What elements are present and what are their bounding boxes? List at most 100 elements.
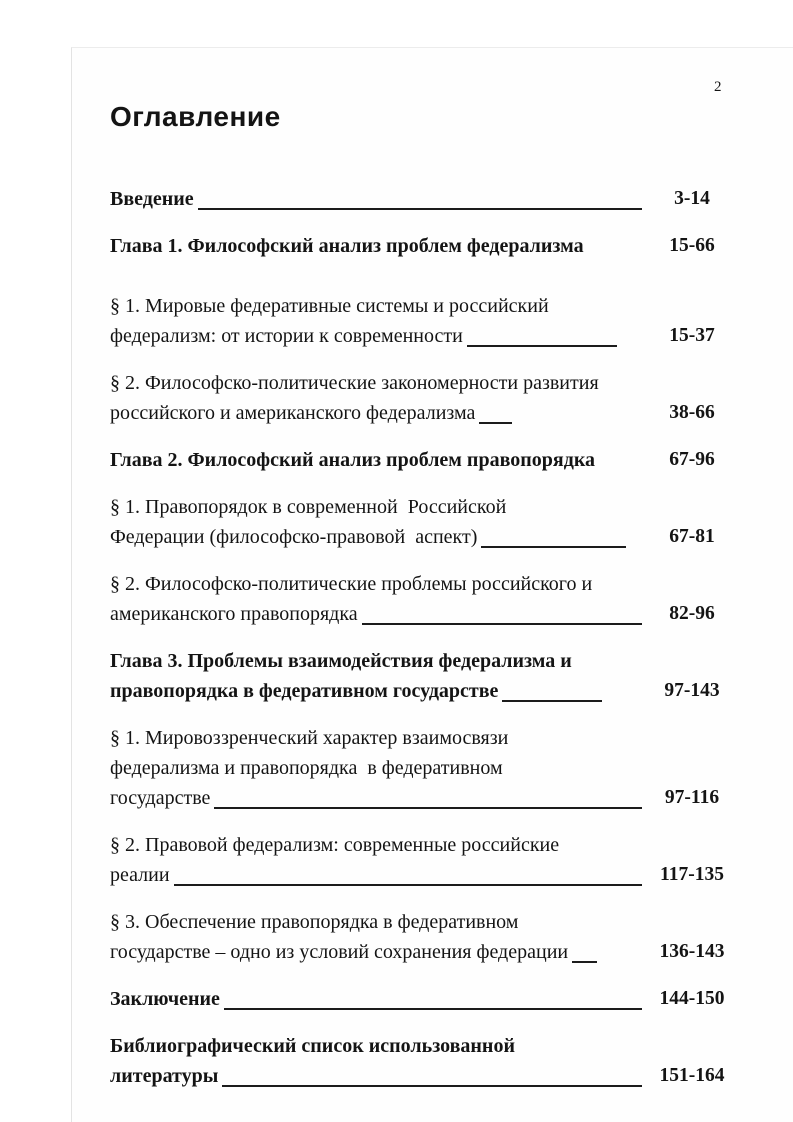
toc-entry: Глава 3. Проблемы взаимодействия федерал…	[110, 646, 742, 706]
toc-entry: § 2. Философско-политические проблемы ро…	[110, 569, 742, 629]
leader-line	[361, 623, 642, 625]
entry-line: государстве – одно из условий сохранения…	[110, 937, 642, 967]
leader-line	[572, 961, 598, 963]
leader-line	[223, 1008, 642, 1010]
entry-text: § 2. Философско-политические закономерно…	[110, 368, 642, 428]
entry-page-range: 15-66	[669, 235, 715, 256]
entry-line: государстве	[110, 783, 642, 813]
entry-line-text: литературы	[110, 1065, 219, 1087]
entry-page-range: 15-37	[669, 325, 715, 346]
entry-line-text: Глава 3. Проблемы взаимодействия федерал…	[110, 650, 572, 672]
entry-line-text: правопорядка в федеративном государстве	[110, 680, 499, 702]
entry-line-text: реалии	[110, 864, 170, 886]
entry-line: российского и американского федерализма	[110, 398, 642, 428]
entry-line-text: Заключение	[110, 988, 220, 1010]
entry-page-range: 3-14	[674, 188, 710, 209]
entry-line: § 1. Мировые федеративные системы и росс…	[110, 291, 642, 321]
entry-text: § 1. Мировоззренческий характер взаимосв…	[110, 723, 642, 813]
entry-line: Глава 2. Философский анализ проблем прав…	[110, 445, 642, 475]
entry-line-text: § 3. Обеспечение правопорядка в федерати…	[110, 911, 519, 933]
entry-line: правопорядка в федеративном государстве	[110, 676, 642, 706]
leader-line	[197, 208, 642, 210]
entry-line-text: американского правопорядка	[110, 603, 358, 625]
entry-line-text: Глава 1. Философский анализ проблем феде…	[110, 235, 584, 257]
entry-line: Глава 3. Проблемы взаимодействия федерал…	[110, 646, 642, 676]
entry-line-text: Библиографический список использованной	[110, 1035, 515, 1057]
entry-line-text: Федерации (философско-правовой аспект)	[110, 526, 478, 548]
entry-line: Введение	[110, 184, 642, 214]
entry-text: Глава 2. Философский анализ проблем прав…	[110, 445, 642, 475]
entry-line: федерализм: от истории к современности	[110, 321, 642, 351]
entry-line: § 2. Правовой федерализм: современные ро…	[110, 830, 642, 860]
toc-entry: § 2. Правовой федерализм: современные ро…	[110, 830, 742, 890]
entry-line-text: § 2. Философско-политические закономерно…	[110, 372, 599, 394]
entry-line: § 3. Обеспечение правопорядка в федерати…	[110, 907, 642, 937]
entry-line-text: § 2. Правовой федерализм: современные ро…	[110, 834, 560, 856]
entry-line-text: федерализм: от истории к современности	[110, 325, 463, 347]
toc-title: Оглавление	[110, 101, 281, 132]
toc-content: Оглавление Введение 3-14 Глава 1. Филосо…	[110, 100, 742, 1108]
toc-entry: Библиографический список использованной л…	[110, 1031, 742, 1091]
leader-line	[222, 1085, 642, 1087]
entry-line: § 1. Правопорядок в современной Российск…	[110, 492, 642, 522]
toc-list: Введение 3-14 Глава 1. Философский анали…	[110, 184, 742, 1091]
entry-line: Заключение	[110, 984, 642, 1014]
entry-line-text: государстве	[110, 787, 211, 809]
entry-line: § 1. Мировоззренческий характер взаимосв…	[110, 723, 642, 753]
entry-text: Библиографический список использованной л…	[110, 1031, 642, 1091]
toc-entry: § 2. Философско-политические закономерно…	[110, 368, 742, 428]
entry-text: Глава 3. Проблемы взаимодействия федерал…	[110, 646, 642, 706]
entry-page-range: 117-135	[660, 864, 724, 885]
entry-line: литературы	[110, 1061, 642, 1091]
entry-line: § 2. Философско-политические проблемы ро…	[110, 569, 642, 599]
toc-entry: Глава 2. Философский анализ проблем прав…	[110, 445, 742, 475]
entry-line: американского правопорядка	[110, 599, 642, 629]
entry-line: реалии	[110, 860, 642, 890]
entry-line-text: Глава 2. Философский анализ проблем прав…	[110, 449, 596, 471]
toc-entry: § 1. Правопорядок в современной Российск…	[110, 492, 742, 552]
entry-text: § 2. Правовой федерализм: современные ро…	[110, 830, 642, 890]
entry-text: Глава 1. Философский анализ проблем феде…	[110, 231, 642, 261]
entry-line-text: § 1. Мировоззренческий характер взаимосв…	[110, 727, 509, 749]
toc-entry: Введение 3-14	[110, 184, 742, 214]
entry-line-text: государстве – одно из условий сохранения…	[110, 941, 569, 963]
toc-entry: Заключение 144-150	[110, 984, 742, 1014]
toc-entry: § 1. Мировые федеративные системы и росс…	[110, 291, 742, 351]
entry-line-text: Введение	[110, 188, 194, 210]
toc-entry: § 1. Мировоззренческий характер взаимосв…	[110, 723, 742, 813]
entry-line-text: § 1. Правопорядок в современной Российск…	[110, 496, 507, 518]
entry-line-text: § 2. Философско-политические проблемы ро…	[110, 573, 593, 595]
leader-line	[502, 700, 603, 702]
entry-page-range: 67-96	[669, 449, 715, 470]
entry-line-text: федерализма и правопорядка в федеративно…	[110, 757, 503, 779]
entry-page-range: 38-66	[669, 402, 715, 423]
entry-page-range: 67-81	[669, 526, 715, 547]
leader-line	[481, 546, 627, 548]
entry-line: Библиографический список использованной	[110, 1031, 642, 1061]
entry-page-range: 136-143	[659, 941, 725, 962]
entry-line: Федерации (философско-правовой аспект)	[110, 522, 642, 552]
entry-page-range: 97-116	[664, 787, 720, 808]
entry-line-text: российского и американского федерализма	[110, 402, 476, 424]
entry-page-range: 144-150	[659, 988, 725, 1009]
entry-page-range: 82-96	[669, 603, 715, 624]
entry-page-range: 151-164	[659, 1065, 725, 1086]
leader-line	[214, 807, 642, 809]
entry-line: Глава 1. Философский анализ проблем феде…	[110, 231, 642, 261]
entry-text: § 1. Правопорядок в современной Российск…	[110, 492, 642, 552]
entry-line-text: § 1. Мировые федеративные системы и росс…	[110, 295, 549, 317]
entry-text: § 3. Обеспечение правопорядка в федерати…	[110, 907, 642, 967]
page-number: 2	[714, 79, 722, 95]
leader-line	[466, 345, 617, 347]
entry-line: § 2. Философско-политические закономерно…	[110, 368, 642, 398]
entry-page-range: 97-143	[664, 680, 720, 701]
entry-text: § 2. Философско-политические проблемы ро…	[110, 569, 642, 629]
toc-entry: § 3. Обеспечение правопорядка в федерати…	[110, 907, 742, 967]
entry-text: § 1. Мировые федеративные системы и росс…	[110, 291, 642, 351]
entry-text: Введение	[110, 184, 642, 214]
toc-entry: Глава 1. Философский анализ проблем феде…	[110, 231, 742, 261]
leader-line	[173, 884, 642, 886]
entry-line: федерализма и правопорядка в федеративно…	[110, 753, 642, 783]
leader-line	[479, 422, 513, 424]
